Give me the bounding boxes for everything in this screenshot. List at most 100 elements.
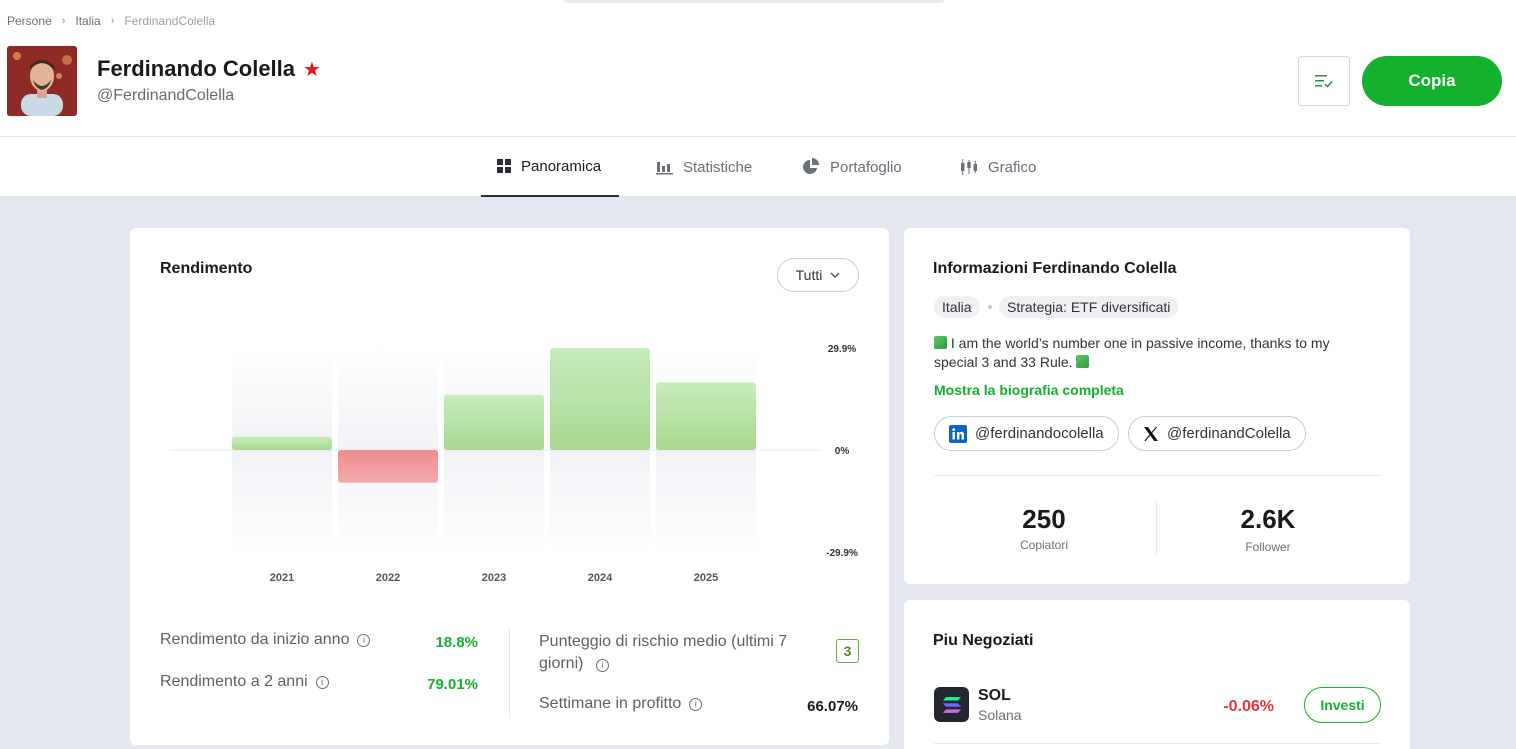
list-check-icon (1315, 75, 1333, 88)
metric-ytd: Rendimento da inizio anno i (160, 631, 371, 649)
about-card: Informazioni Ferdinando Colella Italia S… (904, 228, 1410, 584)
period-dropdown-value: Tutti (795, 267, 823, 283)
metric-two-year: Rendimento a 2 anni i (160, 673, 329, 691)
period-dropdown[interactable]: Tutti (777, 258, 859, 292)
bar-chart-icon (656, 161, 673, 174)
chart-column-bg (656, 450, 756, 552)
asset-change: -0.06% (1223, 698, 1274, 715)
followers-label: Follower (1245, 540, 1291, 554)
bar-2021[interactable] (232, 436, 332, 450)
profile-name-text: Ferdinando Colella (97, 56, 296, 81)
x-link[interactable]: @ferdinandColella (1128, 416, 1306, 451)
tab-statistics-label: Statistiche (683, 158, 753, 176)
x-tick-label-2025: 2025 (694, 572, 718, 584)
performance-chart: 2021 2022 2023 2024 2025 29.9% 0% -29.9% (170, 344, 858, 584)
profile-name: Ferdinando Colella ★ (97, 56, 321, 82)
performance-card: Rendimento Tutti 2021 2022 2023 2024 2025 29… (130, 228, 889, 745)
most-traded-card: Piu Negoziati SOL Solana -0.06% Investi (904, 600, 1410, 749)
list-divider (934, 743, 1380, 744)
chart-column-bg (550, 450, 650, 552)
green-square-icon (934, 336, 947, 349)
stats-divider (1156, 500, 1157, 554)
tab-bar: Panoramica Statistiche Portafoglio Grafi… (0, 137, 1516, 197)
x-handle: @ferdinandColella (1167, 425, 1291, 442)
bar-2022[interactable] (338, 450, 438, 483)
info-icon[interactable]: i (315, 675, 329, 689)
candlestick-icon (961, 159, 977, 175)
metric-risk-label: Punteggio di rischio medio (ultimi 7 gio… (539, 633, 788, 672)
y-tick-label-top: 29.9% (828, 344, 856, 355)
breadcrumb-item-current: FerdinandColella (124, 14, 216, 28)
linkedin-handle: @ferdinandocolella (975, 425, 1104, 442)
metric-profit-weeks-label: Settimane in profitto (539, 695, 682, 712)
chevron-right-icon: › (110, 15, 115, 27)
followers-count: 2.6K (1240, 504, 1296, 534)
tab-overview[interactable]: Panoramica (481, 137, 619, 197)
green-square-icon (1076, 355, 1090, 368)
breadcrumb-item-people[interactable]: Persone (7, 14, 52, 28)
invest-button[interactable]: Investi (1304, 687, 1381, 723)
chevron-right-icon: › (61, 15, 66, 27)
info-icon[interactable]: i (357, 633, 371, 647)
pie-chart-icon (803, 158, 819, 174)
chart-column-bg (444, 450, 544, 552)
linkedin-link[interactable]: @ferdinandocolella (934, 416, 1119, 451)
metric-two-year-value: 79.01% (427, 676, 478, 693)
bar-2025[interactable] (656, 382, 756, 450)
bio-line-2: special 3 and 33 Rule. (934, 354, 1073, 370)
metric-profit-weeks-value: 66.07% (807, 698, 858, 715)
x-tick-label-2022: 2022 (376, 572, 400, 584)
chart-column-bg (232, 348, 332, 450)
y-tick-label-zero: 0% (835, 446, 850, 457)
copiers-count: 250 (1022, 504, 1066, 534)
risk-score-badge: 3 (836, 639, 859, 663)
chevron-down-icon (830, 272, 840, 278)
x-tick-label-2024: 2024 (588, 572, 613, 584)
tab-statistics[interactable]: Statistiche (640, 137, 768, 197)
most-traded-title: Piu Negoziati (933, 632, 1034, 649)
copiers-label: Copiatori (1019, 538, 1069, 552)
tag-separator (988, 305, 992, 309)
tab-overview-label: Panoramica (521, 157, 602, 175)
bio-line-1: I am the world’s number one in passive i… (950, 335, 1330, 351)
profile-handle: @FerdinandColella (97, 87, 235, 104)
bio-text: I am the world’s number one in passive i… (934, 334, 1374, 372)
metric-risk: Punteggio di rischio medio (ultimi 7 gio… (539, 631, 809, 675)
avatar (7, 46, 77, 116)
watchlist-button[interactable] (1298, 56, 1350, 106)
bar-2023[interactable] (444, 394, 544, 450)
star-icon: ★ (303, 58, 321, 81)
chart-column-bg (338, 348, 438, 450)
bar-2024[interactable] (550, 348, 650, 450)
top-search-edge (564, 0, 944, 3)
metric-two-year-label: Rendimento a 2 anni (160, 673, 308, 690)
metric-ytd-label: Rendimento da inizio anno (160, 631, 350, 648)
info-icon[interactable]: i (689, 697, 703, 711)
metrics-divider (509, 628, 510, 718)
breadcrumb-item-country[interactable]: Italia (75, 14, 101, 28)
about-title: Informazioni Ferdinando Colella (933, 260, 1177, 277)
metric-profit-weeks: Settimane in profitto i (539, 695, 703, 713)
solana-icon (934, 687, 969, 722)
about-divider (934, 475, 1380, 476)
tab-portfolio[interactable]: Portafoglio (786, 137, 918, 197)
asset-name: Solana (978, 707, 1022, 723)
chart-column-bg (232, 450, 332, 552)
asset-symbol: SOL (978, 687, 1011, 704)
metric-ytd-value: 18.8% (435, 634, 478, 651)
breadcrumb: Persone › Italia › FerdinandColella (7, 14, 215, 28)
tab-chart-label: Grafico (988, 158, 1037, 176)
tab-portfolio-label: Portafoglio (830, 158, 902, 176)
info-icon[interactable]: i (595, 659, 609, 672)
profile-header: Persone › Italia › FerdinandColella Ferd… (0, 0, 1516, 137)
performance-title: Rendimento (160, 260, 253, 277)
show-full-bio-link[interactable]: Mostra la biografia completa (934, 382, 1124, 398)
grid-icon (497, 159, 511, 173)
avatar-photo (7, 46, 77, 116)
tag-country: Italia (934, 296, 980, 318)
tab-chart[interactable]: Grafico (944, 137, 1052, 197)
linkedin-icon (949, 424, 967, 443)
copy-button[interactable]: Copia (1362, 56, 1502, 106)
x-logo-icon (1144, 426, 1158, 441)
x-tick-label-2021: 2021 (270, 572, 294, 584)
